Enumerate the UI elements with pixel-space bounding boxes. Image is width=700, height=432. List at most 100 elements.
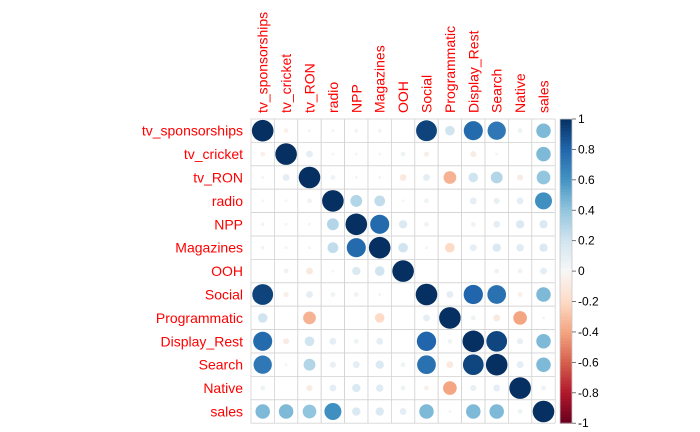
corr-circle-sales-tv_sponsorships — [255, 404, 270, 419]
corr-circle-OOH-Native — [517, 268, 523, 274]
corr-circle-radio-Magazines — [374, 195, 386, 207]
colorbar-segment — [560, 398, 572, 403]
colorbar-segment — [560, 389, 572, 394]
colorbar-segment — [560, 195, 572, 199]
corr-circle-Native-Search — [493, 384, 501, 392]
colorbar-segment — [560, 167, 572, 172]
colorbar-segment — [560, 161, 572, 166]
colorbar-segment — [560, 411, 572, 415]
colorbar-segment — [560, 304, 572, 309]
corr-circle-Magazines-OOH — [398, 242, 408, 253]
corr-circle-tv_RON-OOH — [399, 174, 407, 181]
corr-circle-Social-Social — [415, 283, 438, 306]
colorbar-segment — [560, 280, 572, 284]
corr-circle-NPP-NPP — [345, 213, 368, 236]
corr-circle-Search-NPP — [352, 361, 360, 369]
corr-circle-Social-Display_Rest — [463, 284, 483, 305]
corr-circle-Display_Rest-NPP — [353, 338, 359, 344]
corr-circle-OOH-sales — [540, 267, 547, 275]
colorbar-segment — [560, 185, 572, 190]
corr-circle-NPP-sales — [539, 220, 548, 229]
corr-circle-sales-tv_cricket — [278, 404, 294, 419]
colorbar-segment — [560, 392, 572, 397]
colorbar-segment — [560, 289, 572, 293]
colorbar-tick-label: -0.6 — [578, 355, 599, 369]
grid-cell-4-8 — [437, 212, 463, 237]
corr-circle-NPP-tv_sponsorships — [260, 222, 265, 227]
corr-circle-Search-tv_RON — [303, 358, 316, 371]
corr-circle-tv_RON-sales — [536, 170, 551, 185]
colorbar-segment — [560, 173, 572, 178]
corr-circle-sales-tv_RON — [302, 404, 317, 419]
corr-circle-Magazines-tv_RON — [307, 246, 312, 250]
grid-cell-7-6 — [390, 282, 416, 307]
row-label-tv_RON: tv_RON — [193, 170, 243, 186]
corr-circle-radio-tv_cricket — [284, 199, 288, 203]
corr-circle-Display_Rest-Search — [486, 330, 508, 352]
colorbar-segment — [560, 301, 572, 306]
corr-circle-tv_sponsorships-Programmatic — [445, 125, 455, 136]
corr-circle-Display_Rest-radio — [329, 337, 337, 345]
colorbar-segment — [560, 341, 572, 345]
colorbar-tick-label: -1 — [578, 416, 589, 430]
corr-circle-Programmatic-Native — [513, 311, 527, 325]
corr-circle-tv_RON-NPP — [354, 175, 358, 180]
colorbar-segment — [560, 283, 572, 287]
grid-cell-0-6 — [390, 118, 416, 143]
corr-circle-Native-OOH — [400, 385, 406, 391]
colorbar-segment — [560, 407, 572, 412]
corr-circle-Magazines-Native — [516, 243, 524, 252]
colorbar-segment — [560, 404, 572, 409]
corr-circle-tv_RON-Search — [490, 171, 503, 184]
row-label-tv_sponsorships: tv_sponsorships — [142, 123, 243, 139]
corr-circle-OOH-radio — [331, 269, 335, 273]
corr-circle-tv_sponsorships-radio — [331, 129, 335, 133]
colorbar-segment — [560, 377, 572, 382]
colorbar-segment — [560, 274, 572, 278]
corr-circle-sales-radio — [324, 402, 342, 421]
colorbar-segment — [560, 319, 572, 324]
corr-circle-Native-tv_sponsorships — [260, 385, 266, 391]
corr-circle-Social-radio — [330, 292, 336, 297]
corr-circle-Programmatic-sales — [541, 316, 546, 320]
corr-circle-Magazines-Magazines — [368, 236, 391, 259]
corr-circle-Magazines-sales — [539, 243, 548, 252]
column-label-Native: Native — [512, 73, 528, 113]
corr-circle-sales-Native — [517, 409, 523, 414]
colorbar-segment — [560, 298, 572, 303]
corr-circle-OOH-Search — [494, 268, 500, 274]
colorbar-segment — [560, 371, 572, 376]
corr-circle-Search-radio — [329, 361, 336, 368]
corr-circle-radio-Social — [424, 198, 429, 204]
corr-circle-Magazines-Display_Rest — [469, 244, 477, 252]
corr-circle-sales-Programmatic — [448, 409, 452, 414]
corr-circle-Search-Magazines — [375, 360, 384, 369]
corr-circle-sales-Search — [489, 404, 504, 419]
colorbar-segment — [560, 265, 572, 269]
corr-circle-Social-Search — [487, 285, 507, 304]
corr-circle-tv_sponsorships-sales — [536, 123, 551, 138]
column-label-radio: radio — [325, 82, 341, 113]
colorbar-segment — [560, 149, 572, 154]
colorbar-segment — [560, 383, 572, 388]
colorbar-segment — [560, 252, 572, 257]
corr-circle-tv_sponsorships-NPP — [354, 128, 359, 133]
grid-cell-11-1 — [273, 375, 299, 401]
colorbar-segment — [560, 344, 572, 348]
corr-circle-tv_RON-Magazines — [378, 175, 382, 180]
corr-circle-tv_RON-Social — [423, 174, 430, 181]
corr-circle-Search-Native — [516, 361, 524, 369]
colorbar-segment — [560, 207, 572, 211]
corr-circle-sales-Social — [419, 404, 434, 419]
corr-circle-tv_sponsorships-Native — [517, 128, 523, 134]
corr-circle-sales-Magazines — [375, 407, 384, 416]
corr-circle-NPP-Social — [424, 221, 429, 227]
colorbar-segment — [560, 179, 572, 184]
colorbar-tick-label: 0.2 — [578, 234, 595, 248]
corr-circle-Programmatic-tv_sponsorships — [257, 313, 268, 323]
colorbar-segment — [560, 359, 572, 363]
corr-circle-radio-tv_sponsorships — [261, 199, 265, 203]
row-label-NPP: NPP — [214, 216, 243, 232]
row-label-Social: Social — [205, 287, 243, 303]
corr-circle-Programmatic-Display_Rest — [470, 315, 476, 321]
